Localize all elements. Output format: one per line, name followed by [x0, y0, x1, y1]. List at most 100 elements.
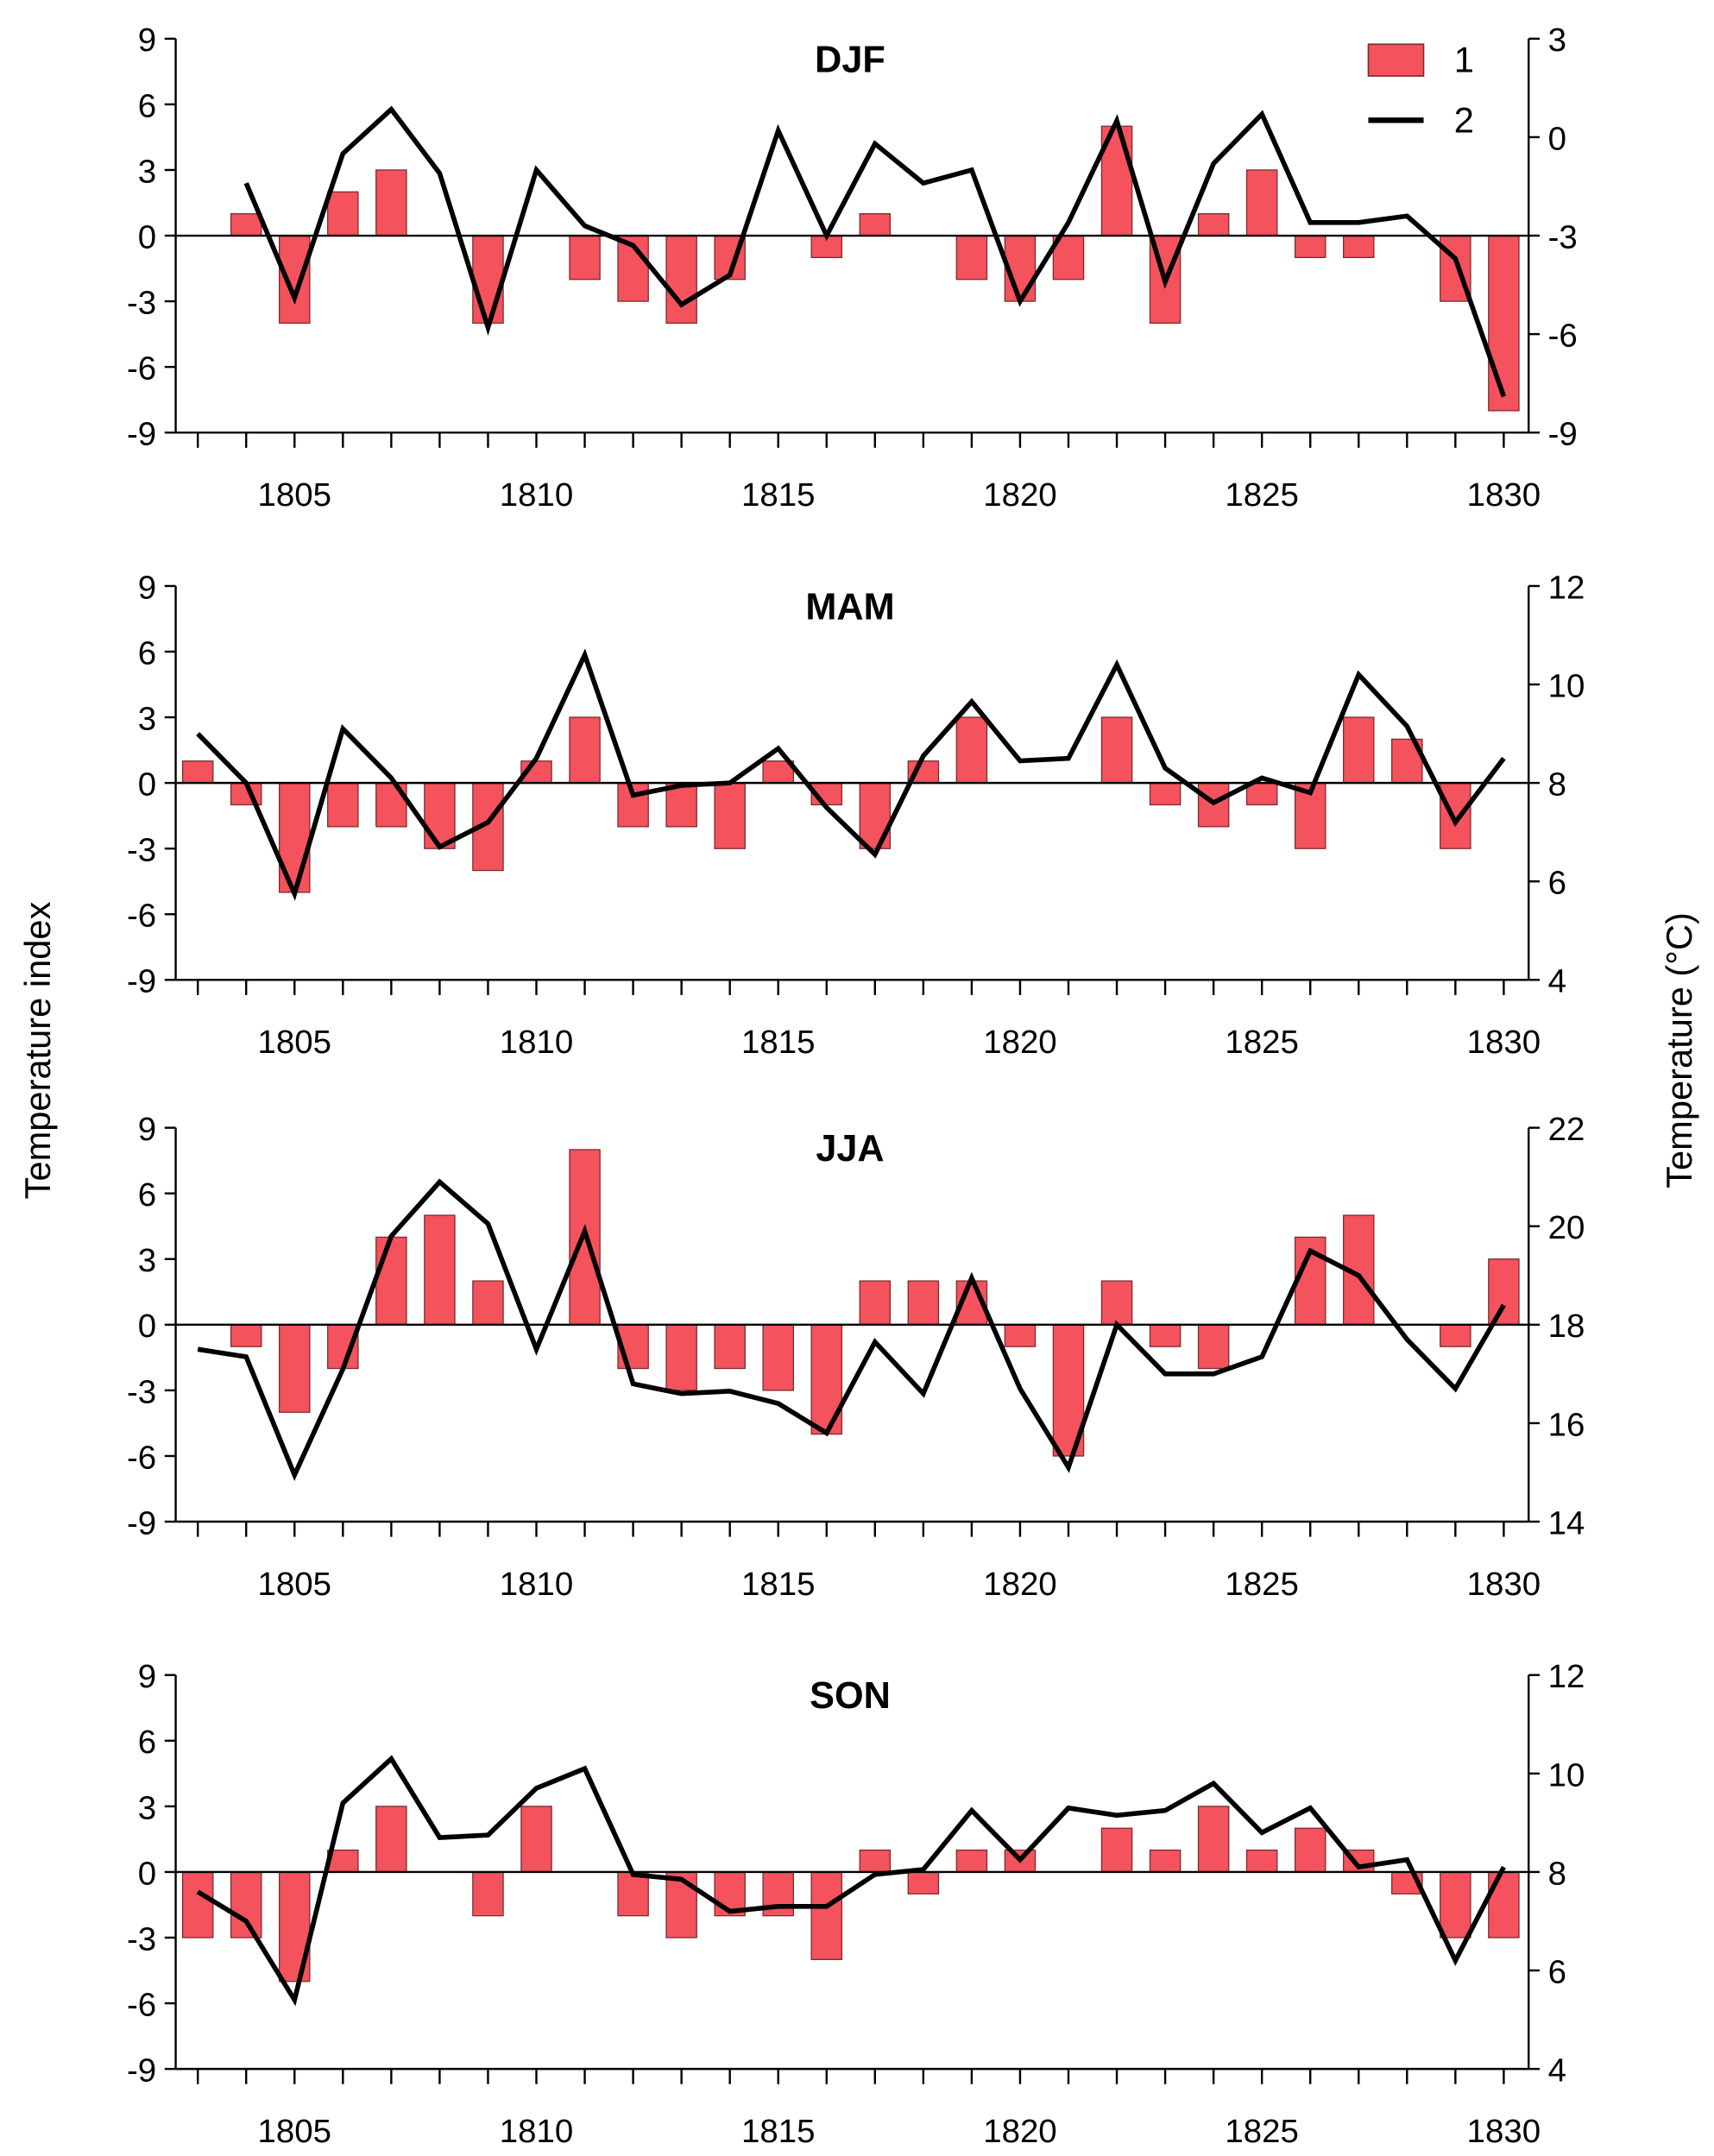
legend-label-1: 1 — [1454, 39, 1474, 79]
y-tick-label-right: 12 — [1548, 569, 1585, 606]
y-tick-label-right: 3 — [1548, 22, 1566, 59]
y-tick-label-right: 14 — [1548, 1504, 1585, 1541]
bar-1823 — [1149, 1849, 1182, 1873]
bar-1822 — [1100, 1827, 1133, 1873]
bar-1809 — [472, 1280, 504, 1326]
y-tick-label-right: 10 — [1548, 667, 1585, 704]
x-tick-label: 1815 — [741, 2113, 815, 2150]
x-tick-label: 1815 — [741, 1566, 815, 1603]
bar-1819 — [955, 1849, 988, 1873]
bar-1816 — [810, 1871, 843, 1960]
panel-title: DJF — [815, 39, 885, 80]
panel-title: MAM — [805, 586, 894, 627]
x-tick-label: 1810 — [500, 476, 573, 514]
bar-1819 — [955, 235, 988, 281]
y-tick-label-left: -6 — [127, 350, 156, 388]
bar-1819 — [955, 716, 988, 784]
y-tick-label-left: 9 — [138, 1658, 156, 1695]
bar-1805 — [279, 235, 311, 325]
y-tick-label-right: 8 — [1548, 1855, 1566, 1892]
bar-1808 — [424, 1214, 456, 1326]
panel-mam: 9 6 3 0 -3 -6 -9 12 10 8 6 4 1805 1810 1815 1820 1825 183… — [127, 569, 1585, 1061]
x-tick-label: 1820 — [983, 1566, 1056, 1603]
y-tick-label-right: 4 — [1548, 963, 1566, 1000]
y-tick-label-left: 0 — [138, 218, 156, 255]
bar-1824 — [1197, 213, 1230, 236]
x-tick-label: 1830 — [1467, 1024, 1541, 1061]
bar-1822 — [1100, 716, 1133, 784]
y-tick-label-right: -3 — [1548, 218, 1578, 255]
bar-1813 — [665, 782, 697, 828]
x-tick-label: 1830 — [1467, 2113, 1541, 2150]
bar-1824 — [1197, 1324, 1230, 1370]
y-tick-label-left: -3 — [127, 832, 156, 869]
bar-1817 — [859, 213, 892, 236]
bar-1830 — [1488, 1258, 1520, 1326]
bar-1810 — [520, 1806, 552, 1873]
bar-1809 — [472, 1871, 504, 1917]
bar-1811 — [569, 235, 601, 281]
y-tick-label-left: 6 — [138, 1176, 156, 1214]
y-tick-label-left: 6 — [138, 1724, 156, 1761]
x-tick-label: 1825 — [1225, 1024, 1298, 1061]
x-tick-label: 1830 — [1467, 476, 1541, 514]
bar-1826 — [1294, 1827, 1326, 1873]
bar-1809 — [472, 235, 504, 325]
y-tick-label-left: -6 — [127, 898, 156, 935]
bar-1813 — [665, 1871, 697, 1939]
bar-1818 — [907, 1280, 940, 1326]
y-tick-label-left: -6 — [127, 1439, 156, 1476]
y-tick-label-left: 3 — [138, 700, 156, 737]
legend-label-2: 2 — [1454, 100, 1474, 141]
y-tick-label-left: -3 — [127, 1920, 156, 1957]
x-tick-label: 1805 — [258, 1566, 331, 1603]
x-tick-label: 1805 — [258, 476, 331, 514]
bar-1817 — [859, 1849, 892, 1873]
y-tick-label-right: 6 — [1548, 1953, 1566, 1990]
legend: 1 2 — [1367, 39, 1474, 141]
y-tick-label-left: -3 — [127, 1373, 156, 1410]
bar-1830 — [1488, 1871, 1520, 1939]
y-tick-label-left: 9 — [138, 569, 156, 606]
x-tick-label: 1825 — [1225, 476, 1298, 514]
y-tick-label-right: 8 — [1548, 766, 1566, 804]
y-axis-label-left: Temperature index — [17, 901, 58, 1199]
y-tick-label-left: 9 — [138, 1111, 156, 1148]
bar-1829 — [1440, 1324, 1471, 1347]
y-tick-label-left: 0 — [138, 1308, 156, 1345]
bar-1817 — [859, 782, 892, 849]
x-tick-label: 1820 — [983, 1024, 1056, 1061]
y-tick-label-left: 6 — [138, 87, 156, 124]
bar-1818 — [907, 1871, 940, 1894]
temperature-line — [196, 1755, 1506, 2007]
bar-1814 — [714, 782, 746, 849]
bar-1827 — [1343, 716, 1375, 784]
y-tick-label-left: 3 — [138, 153, 156, 190]
x-tick-label: 1825 — [1225, 1566, 1298, 1603]
bar-1814 — [714, 1324, 746, 1370]
bar-1823 — [1149, 782, 1182, 806]
bar-1805 — [279, 782, 311, 893]
bar-1821 — [1052, 235, 1085, 281]
y-tick-label-right: 6 — [1548, 865, 1566, 902]
bar-1804 — [230, 213, 262, 236]
panel-jja: 9 6 3 0 -3 -6 -9 22 20 18 16 14 1805 1810 1815 1820 1825… — [127, 1111, 1585, 1603]
panel-djf: 9 6 3 0 -3 -6 -9 3 0 -3 -6 -9 1805 1810 1815 1820 1825 18… — [127, 22, 1578, 514]
x-tick-label: 1815 — [741, 1024, 815, 1061]
bar-1817 — [859, 1280, 892, 1326]
y-axis-label-right: Temperature (°C) — [1659, 912, 1699, 1188]
y-tick-label-left: 3 — [138, 1789, 156, 1826]
y-tick-label-left: -9 — [127, 1504, 156, 1541]
x-tick-label: 1830 — [1467, 1566, 1541, 1603]
y-tick-label-left: -6 — [127, 1986, 156, 2023]
x-tick-label: 1810 — [500, 2113, 573, 2150]
y-tick-label-left: 6 — [138, 634, 156, 671]
y-tick-label-right: 18 — [1548, 1308, 1585, 1345]
temperature-line — [197, 1178, 1506, 1481]
bar-1826 — [1294, 235, 1326, 259]
bar-1807 — [375, 1236, 407, 1326]
bar-1806 — [327, 191, 359, 236]
panel-title: JJA — [816, 1128, 884, 1169]
bar-1811 — [569, 716, 601, 784]
bar-1824 — [1197, 1806, 1230, 1873]
